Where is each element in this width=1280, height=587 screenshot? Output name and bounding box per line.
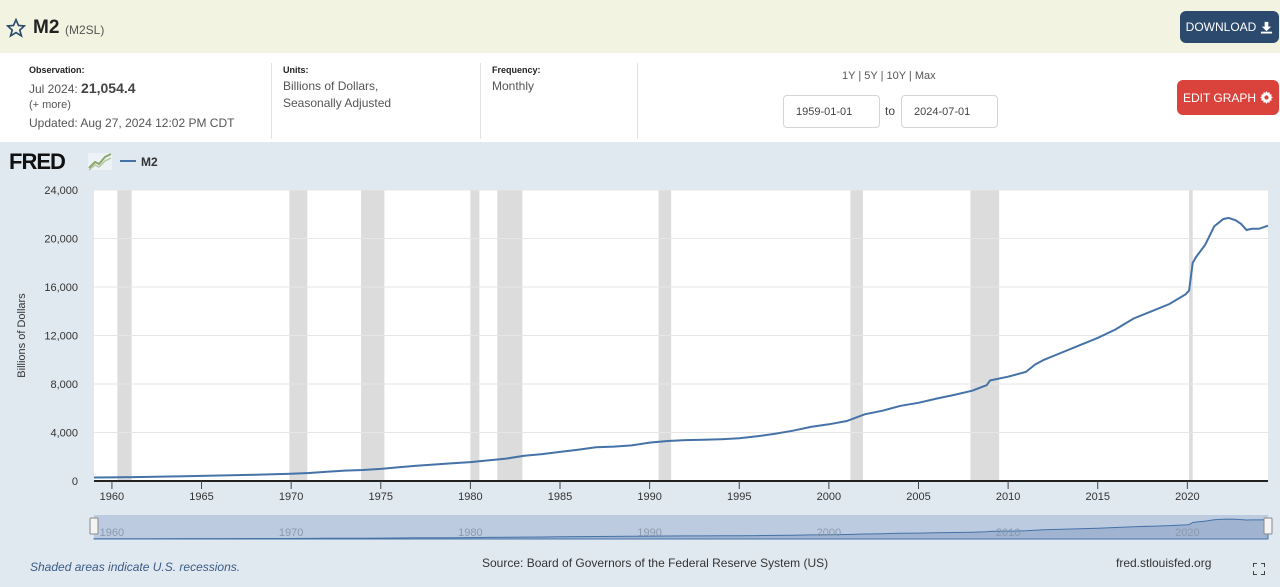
- x-tick-label: 1995: [727, 491, 751, 503]
- units-line-2: Seasonally Adjusted: [283, 96, 392, 110]
- legend-swatch: [120, 160, 136, 162]
- observation-readout: Jul 2024: 21,054.4: [29, 80, 136, 96]
- x-tick-label: 1985: [548, 491, 572, 503]
- recession-note: Shaded areas indicate U.S. recessions.: [30, 560, 241, 574]
- source-note: Source: Board of Governors of the Federa…: [482, 556, 829, 570]
- gear-icon: [1260, 91, 1274, 104]
- navigator-handle[interactable]: [1263, 517, 1273, 535]
- edit-graph-button[interactable]: EDIT GRAPH: [1177, 80, 1279, 115]
- observation-column: Observation: Jul 2024: 21,054.4 (+ more)…: [0, 63, 272, 139]
- navigator-tick-label: 1970: [279, 527, 303, 539]
- x-tick-label: 1965: [189, 491, 213, 503]
- series-title: M2: [33, 17, 60, 38]
- chart: 0 4,000 8,000 12,000 16,000 20,000 24,000 Billi…: [16, 185, 1273, 540]
- edit-graph-label: EDIT GRAPH: [1182, 90, 1257, 105]
- units-label: Units:: [283, 65, 309, 75]
- units-line-1: Billions of Dollars,: [283, 79, 379, 93]
- navigator-tick-label: 1980: [458, 527, 482, 539]
- to-label: to: [885, 104, 896, 118]
- navigator-tick-label: 2010: [996, 527, 1020, 539]
- y-tick-label: 0: [72, 476, 78, 488]
- fred-sparkline-icon: [88, 153, 112, 171]
- y-tick-label: 16,000: [44, 282, 78, 294]
- x-tick-label: 1990: [637, 491, 661, 503]
- range-separator: |: [877, 70, 887, 82]
- observation-value: 21,054.4: [81, 80, 136, 96]
- observation-date: Jul 2024:: [29, 82, 78, 96]
- frequency-column: Frequency: Monthly: [481, 63, 638, 139]
- end-date-input[interactable]: 2024-07-01: [901, 95, 998, 128]
- y-tick-label: 20,000: [44, 234, 78, 246]
- range-selector: 1Y | 5Y | 10Y | Max: [842, 70, 936, 82]
- observation-label: Observation:: [29, 65, 85, 75]
- range-option-max[interactable]: Max: [914, 70, 936, 82]
- range-option-1y[interactable]: 1Y: [842, 70, 856, 82]
- range-separator: |: [905, 70, 915, 82]
- units-column: Units: Billions of Dollars, Seasonally A…: [272, 63, 481, 139]
- series-code: (M2SL): [65, 23, 105, 37]
- navigator-tick-label: 1960: [100, 527, 124, 539]
- navigator-tick-label: 2000: [817, 527, 841, 539]
- navigator-tick-label: 1990: [637, 527, 661, 539]
- x-tick-label: 1960: [100, 491, 124, 503]
- x-tick-label: 1970: [279, 491, 303, 503]
- fullscreen-icon[interactable]: [1253, 563, 1265, 575]
- site-link[interactable]: fred.stlouisfed.org: [1116, 556, 1212, 570]
- y-tick-label: 4,000: [50, 428, 78, 440]
- y-tick-label: 24,000: [44, 185, 78, 197]
- frequency-value: Monthly: [492, 79, 535, 93]
- x-tick-label: 2010: [996, 491, 1020, 503]
- more-observations-link[interactable]: (+ more): [29, 99, 71, 111]
- x-tick-label: 1975: [369, 491, 393, 503]
- range-option-10y[interactable]: 10Y: [886, 70, 906, 82]
- series-header: M2 (M2SL) DOWNLOAD: [0, 0, 1280, 53]
- navigator-handle[interactable]: [89, 517, 99, 535]
- navigator-tick-label: 2020: [1175, 527, 1199, 539]
- series-line-m2: [93, 216, 1269, 479]
- start-date-input[interactable]: 1959-01-01: [783, 95, 880, 128]
- x-tick-label: 1980: [458, 491, 482, 503]
- x-tick-label: 2005: [906, 491, 930, 503]
- legend-entry-m2[interactable]: M2: [141, 155, 158, 169]
- download-label: DOWNLOAD: [1185, 20, 1257, 34]
- y-axis-label: Billions of Dollars: [16, 293, 28, 378]
- fred-logo[interactable]: FRED: [9, 149, 66, 174]
- x-tick-label: 2015: [1085, 491, 1109, 503]
- range-option-5y[interactable]: 5Y: [864, 70, 878, 82]
- frequency-label: Frequency:: [492, 65, 541, 75]
- navigator-series: [93, 518, 1269, 540]
- download-button[interactable]: DOWNLOAD: [1180, 11, 1279, 43]
- updated-text: Updated: Aug 27, 2024 12:02 PM CDT: [29, 116, 235, 130]
- download-icon: [1261, 21, 1273, 34]
- series-meta-panel: Observation: Jul 2024: 21,054.4 (+ more)…: [0, 53, 1280, 142]
- x-tick-label: 2020: [1175, 491, 1199, 503]
- range-separator: |: [855, 70, 865, 82]
- star-icon[interactable]: [6, 18, 26, 38]
- y-tick-label: 8,000: [50, 379, 78, 391]
- y-tick-label: 12,000: [44, 331, 78, 343]
- x-tick-label: 2000: [817, 491, 841, 503]
